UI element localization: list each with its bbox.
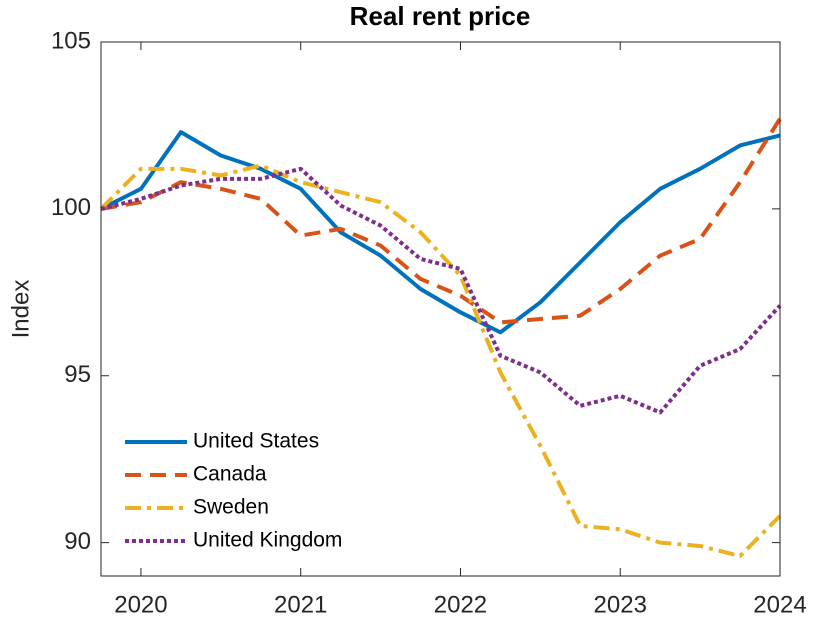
legend-label: United States bbox=[193, 430, 319, 453]
y-tick-label: 105 bbox=[51, 27, 91, 54]
y-axis-label: Index bbox=[7, 280, 34, 339]
x-tick-label: 2023 bbox=[594, 591, 647, 618]
legend-label: Canada bbox=[193, 463, 267, 486]
series-line bbox=[99, 163, 782, 558]
y-tick-label: 90 bbox=[64, 528, 91, 555]
plot-frame bbox=[100, 41, 781, 577]
x-tick-label: 2022 bbox=[434, 591, 487, 618]
legend-label: United Kingdom bbox=[193, 529, 342, 552]
y-tick-label: 95 bbox=[64, 361, 91, 388]
chart-title: Real rent price bbox=[350, 1, 531, 31]
legend-label: Sweden bbox=[193, 496, 269, 519]
series-line bbox=[100, 130, 781, 335]
plot-area bbox=[101, 42, 780, 576]
series-line bbox=[100, 117, 782, 325]
x-tick-label: 2021 bbox=[274, 591, 327, 618]
series-line bbox=[100, 166, 782, 415]
y-tick-label: 100 bbox=[51, 194, 91, 221]
x-tick-label: 2020 bbox=[114, 591, 167, 618]
x-tick-label: 2024 bbox=[753, 591, 806, 618]
